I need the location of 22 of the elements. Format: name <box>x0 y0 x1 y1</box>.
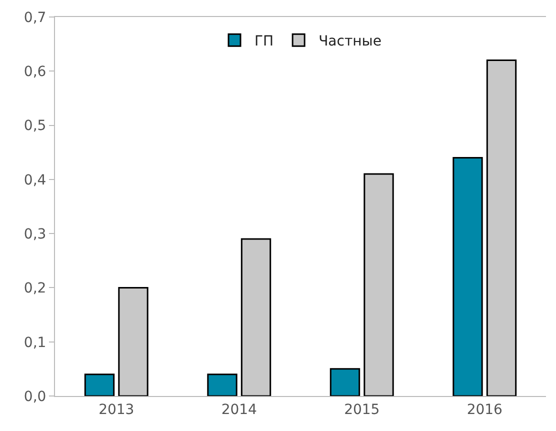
legend-label: Частные <box>318 34 382 50</box>
y-tick-label: 0,3 <box>24 226 46 242</box>
bar <box>452 157 483 396</box>
bar <box>207 374 238 396</box>
y-tick-label: 0,0 <box>24 388 46 405</box>
legend-label: ГП <box>254 34 274 50</box>
bar <box>486 60 517 396</box>
bar <box>118 286 148 396</box>
y-tick-label: 0,1 <box>24 334 46 351</box>
bar <box>364 173 394 396</box>
y-tick-label: 0,6 <box>24 64 46 80</box>
bar <box>330 368 360 396</box>
bar <box>240 238 272 396</box>
bar <box>84 374 115 396</box>
y-tick-label: 0,4 <box>24 172 46 188</box>
y-tick-label: 0,2 <box>24 280 46 297</box>
x-tick-label: 2013 <box>98 402 134 418</box>
x-tick-label: 2016 <box>466 402 503 418</box>
x-tick-label: 2015 <box>344 402 380 418</box>
y-tick-label: 0,5 <box>24 118 46 134</box>
y-tick-label: 0,7 <box>24 10 46 26</box>
x-tick-label: 2014 <box>221 402 258 418</box>
